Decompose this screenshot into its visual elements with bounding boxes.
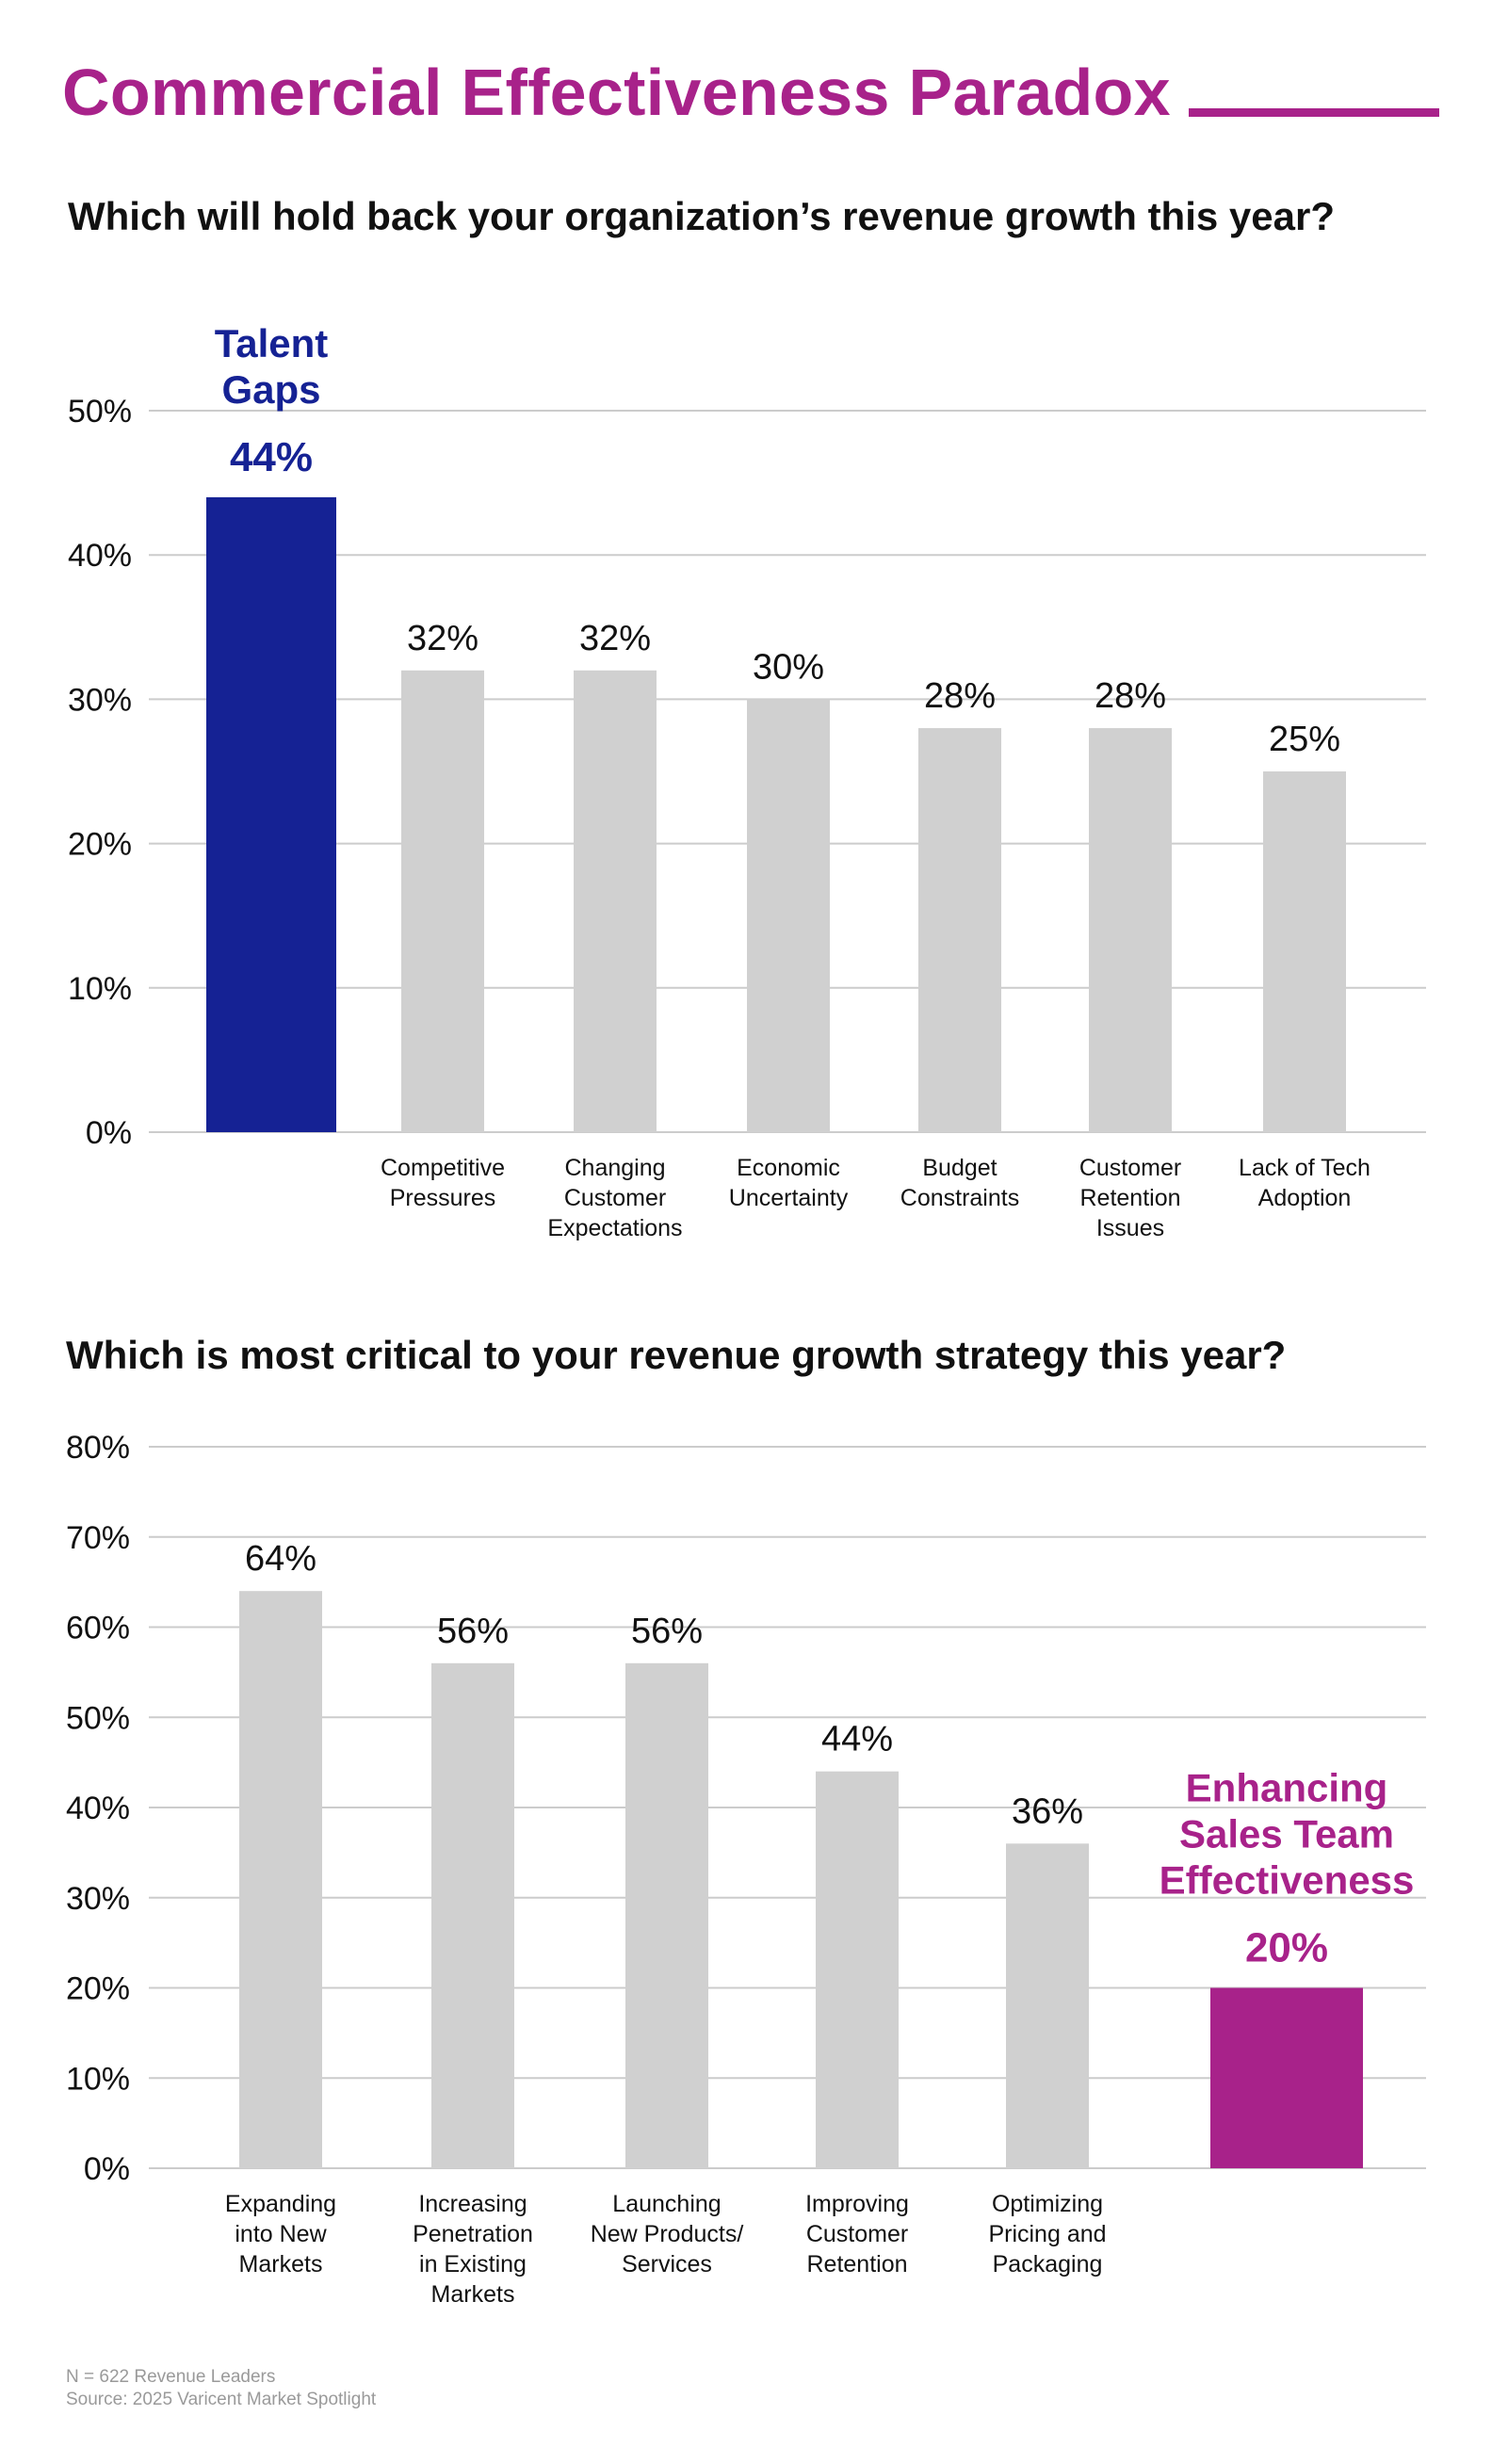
- chart1-bar: [1263, 771, 1346, 1132]
- chart2-category-label: Improving: [805, 2191, 909, 2217]
- chart1-bar: [206, 496, 336, 1132]
- chart1-data-label: 32%: [579, 619, 651, 658]
- chart2-title: Which is most critical to your revenue g…: [66, 1333, 1287, 1377]
- chart1-bar: [574, 670, 657, 1132]
- chart1-category-label: Expectations: [547, 1215, 682, 1241]
- chart2-bar: [816, 1771, 899, 2168]
- chart1-data-label: 44%: [230, 434, 313, 480]
- chart2-category-label: New Products/: [591, 2221, 744, 2247]
- chart2-category-label: Sales Team: [1179, 1812, 1394, 1856]
- chart2-category-label: Optimizing: [992, 2191, 1103, 2217]
- footnote-sample: N = 622 Revenue Leaders: [66, 2367, 276, 2387]
- chart2-category-label: Markets: [239, 2251, 323, 2278]
- chart1-y-tick-label: 20%: [68, 827, 132, 863]
- chart1-category-label: Changing: [564, 1155, 665, 1181]
- chart2-bar: [625, 1662, 708, 2168]
- chart1-category-label: Pressures: [390, 1185, 496, 1211]
- chart1-category-label: Lack of Tech: [1239, 1155, 1370, 1181]
- chart2-bar: [1210, 1987, 1363, 2168]
- chart2-data-label: 44%: [821, 1720, 893, 1759]
- chart1-category-label: Constraints: [900, 1185, 1019, 1211]
- footnote: N = 622 Revenue Leaders Source: 2025 Var…: [66, 2366, 376, 2411]
- footnote-source: Source: 2025 Varicent Market Spotlight: [66, 2390, 377, 2409]
- chart2-data-label: 56%: [631, 1612, 703, 1651]
- chart2-data-label: 64%: [245, 1539, 316, 1579]
- chart2-y-tick-label: 60%: [66, 1611, 130, 1646]
- chart2-category-label: Expanding: [225, 2191, 336, 2217]
- chart2-bar: [239, 1591, 322, 2168]
- chart1-category-label: Retention: [1079, 1185, 1180, 1211]
- chart2-category-label: Effectiveness: [1160, 1858, 1415, 1903]
- chart1-category-label: Budget: [922, 1155, 997, 1181]
- chart1-category-label: Customer: [1079, 1155, 1181, 1181]
- chart2-data-label: 56%: [437, 1612, 509, 1651]
- chart1-y-tick-label: 50%: [68, 394, 132, 430]
- chart1-category-label: Uncertainty: [729, 1185, 849, 1211]
- chart2-data-label: 36%: [1012, 1791, 1083, 1831]
- chart1-category-label: Economic: [737, 1155, 840, 1181]
- chart2-data-label: 20%: [1245, 1925, 1328, 1971]
- chart2-category-label: Services: [622, 2251, 712, 2278]
- chart1-bar: [747, 699, 830, 1132]
- page-title: Commercial Effectiveness Paradox: [62, 56, 1171, 129]
- chart1-data-label: 28%: [1095, 676, 1166, 716]
- chart2-y-tick-label: 80%: [66, 1430, 130, 1466]
- chart1-y-tick-label: 40%: [68, 538, 132, 574]
- chart2-y-tick-label: 50%: [66, 1700, 130, 1736]
- chart1-data-label: 30%: [753, 647, 824, 687]
- chart2-bar: [1006, 1843, 1089, 2168]
- chart2-bar: [431, 1662, 514, 2168]
- chart2-y-tick-label: 30%: [66, 1881, 130, 1917]
- chart2-category-label: Customer: [806, 2221, 908, 2247]
- chart1-y-tick-label: 10%: [68, 971, 132, 1007]
- chart1-category-label: Talent: [215, 321, 329, 365]
- chart2-y-tick-label: 20%: [66, 1971, 130, 2007]
- chart1-bar: [401, 670, 484, 1132]
- chart2-category-label: Retention: [806, 2251, 907, 2278]
- title-underline: [1189, 108, 1439, 117]
- chart2-category-label: Increasing: [418, 2191, 527, 2217]
- chart1-category-label: Competitive: [381, 1155, 505, 1181]
- chart2-svg: 0% 10% 20% 30% 40% 50% 60% 70% 80% 64% Expanding in…: [66, 1430, 1426, 2308]
- chart1-category-label: Customer: [564, 1185, 666, 1211]
- chart2-category-label: Packaging: [993, 2251, 1103, 2278]
- chart1-y-tick-label: 0%: [86, 1115, 132, 1151]
- chart2-category-label: Enhancing: [1186, 1766, 1388, 1810]
- chart2-y-tick-label: 0%: [84, 2151, 130, 2187]
- chart2-category-label: Markets: [431, 2281, 515, 2308]
- chart2-category-label: into New: [235, 2221, 327, 2247]
- chart2-y-tick-label: 70%: [66, 1520, 130, 1556]
- chart1-bar: [918, 728, 1001, 1132]
- chart2-category-label: in Existing: [419, 2251, 527, 2278]
- chart1-category-label: Issues: [1096, 1215, 1164, 1241]
- chart2-category-label: Launching: [612, 2191, 721, 2217]
- chart1-y-tick-label: 30%: [68, 682, 132, 718]
- chart1-bar: [1089, 728, 1172, 1132]
- chart1-title: Which will hold back your organization’s…: [68, 194, 1335, 238]
- chart2-y-tick-label: 40%: [66, 1791, 130, 1826]
- chart1-data-label: 32%: [407, 619, 478, 658]
- chart1-category-label: Adoption: [1258, 1185, 1352, 1211]
- chart2-y-tick-label: 10%: [66, 2061, 130, 2097]
- chart2-category-label: Penetration: [413, 2221, 533, 2247]
- chart2-category-label: Pricing and: [988, 2221, 1106, 2247]
- chart1-data-label: 28%: [924, 676, 996, 716]
- chart1-data-label: 25%: [1269, 720, 1340, 759]
- chart1-category-label: Gaps: [221, 367, 320, 412]
